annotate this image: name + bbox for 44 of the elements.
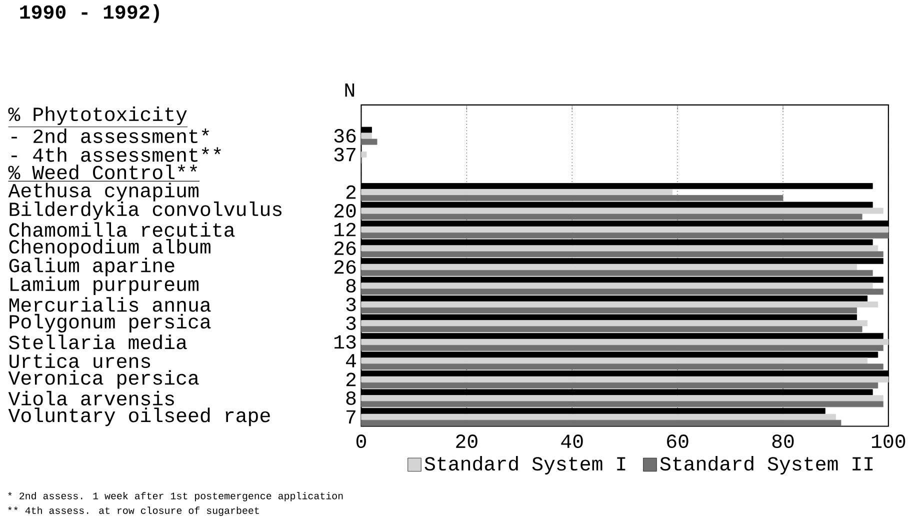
text: 8: [346, 391, 356, 405]
y-tick-label: Bilderdykia convolvulus: [10, 202, 282, 220]
text: 2: [346, 372, 356, 386]
text: 26: [334, 242, 356, 256]
text: 26: [334, 260, 356, 274]
text: N: [345, 84, 354, 97]
y-tick-label: Urtica urens: [10, 353, 150, 368]
y-tick-label: Galium aparine: [9, 258, 174, 276]
text: 37: [334, 148, 356, 162]
y-tick-label: % Weed Control**: [8, 164, 198, 180]
x-tick-label: 100: [872, 434, 906, 448]
y-tick-label: Voluntary oilseed rape: [8, 408, 270, 426]
text: 36: [334, 129, 356, 143]
y-tick-label: - 2nd assessment*: [11, 128, 209, 144]
text: 8: [346, 279, 356, 293]
y-tick-label: Chenopodium album: [9, 239, 210, 258]
text: 4: [346, 354, 356, 368]
legend-label: Standard System II: [660, 456, 873, 475]
text: 13: [334, 335, 356, 349]
text: * 2nd assess. 1 week after 1st postemergence application: [8, 492, 343, 502]
x-tick-label: 0: [356, 434, 366, 448]
x-tick-label: 80: [772, 434, 794, 448]
y-tick-label: Veronica persica: [8, 370, 199, 389]
y-tick-label: Chamomilla recutita: [9, 222, 235, 237]
text: 12: [334, 222, 356, 236]
text: 2: [346, 185, 356, 199]
text: 1990 - 1992): [20, 4, 159, 23]
text: 7: [346, 410, 356, 424]
x-tick-label: 20: [456, 434, 478, 448]
y-tick-label: Lamium purpureum: [10, 276, 198, 296]
y-tick-label: Stellaria media: [9, 334, 187, 350]
y-tick-label: Polygonum persica: [10, 314, 211, 333]
y-tick-label: Aethusa cynapium: [8, 182, 198, 202]
text: 3: [346, 298, 356, 312]
text: ** 4th assess. at row closure of sugarbeet: [8, 506, 259, 516]
x-tick-label: 60: [667, 434, 688, 448]
text: 20: [334, 204, 356, 218]
x-tick-label: 40: [561, 434, 583, 448]
y-tick-label: % Phytotoxicity: [8, 106, 187, 126]
y-tick-label: Mercurialis annua: [9, 297, 211, 312]
text: 3: [346, 316, 356, 330]
legend-label: Standard System I: [424, 456, 626, 475]
y-tick-label: Viola arvensis: [8, 390, 174, 406]
y-tick-label: - 4th assessment**: [11, 147, 221, 162]
